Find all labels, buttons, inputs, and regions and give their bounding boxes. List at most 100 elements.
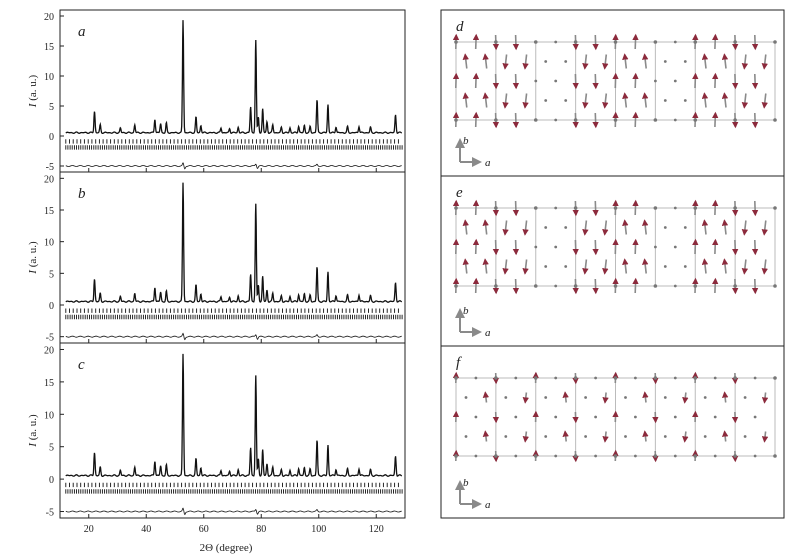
y-tick-label: 5 <box>49 102 54 113</box>
spin-arrow <box>682 431 689 443</box>
spin-arrow <box>572 73 579 90</box>
atom-site <box>514 415 518 419</box>
spin-arrow <box>592 34 599 51</box>
panel-frame <box>440 9 785 177</box>
atom-site <box>733 118 737 122</box>
spin-arrow <box>701 219 709 235</box>
spin-arrow <box>512 239 520 256</box>
spin-arrow <box>602 431 609 443</box>
spin-arrow <box>592 278 599 295</box>
spin-arrow <box>751 73 759 90</box>
atom-site <box>613 118 618 122</box>
y-tick-label: 0 <box>49 301 54 312</box>
atom-site <box>533 376 538 380</box>
atom-site <box>554 79 558 83</box>
spin-arrow <box>642 92 649 108</box>
atom-site <box>554 415 558 419</box>
spin-arrow <box>522 431 529 443</box>
atom-site <box>554 118 558 122</box>
spin-arrow <box>642 258 649 274</box>
spin-arrow <box>721 391 729 403</box>
atom-site <box>743 435 747 438</box>
atom-site <box>703 396 707 399</box>
spin-arrow <box>522 220 529 236</box>
spin-arrow <box>502 93 509 109</box>
atom-site <box>673 376 677 380</box>
atom-site <box>544 265 548 268</box>
y-tick-label: 20 <box>44 12 54 23</box>
atom-site <box>533 454 538 458</box>
spin-arrow <box>602 54 609 70</box>
spin-arrow <box>502 220 509 236</box>
x-tick-label: 20 <box>84 524 94 535</box>
x-tick-label: 120 <box>369 524 384 535</box>
x-tick-label: 80 <box>256 524 266 535</box>
spin-arrow <box>522 93 529 109</box>
atom-site <box>494 454 498 458</box>
x-tick-label: 40 <box>141 524 151 535</box>
y-axis-label-symbol: I <box>27 269 39 275</box>
atom-site <box>683 60 687 63</box>
diffraction-panel-a: -5 0 5 10 15 20 I (a. u.) a <box>27 9 406 173</box>
b-axis-label: b <box>463 135 469 147</box>
spin-arrow <box>751 278 759 295</box>
atom-site <box>653 118 658 122</box>
y-tick-label: -5 <box>46 333 54 344</box>
atom-site <box>454 206 458 210</box>
atom-site <box>454 454 458 458</box>
atom-site <box>773 40 777 44</box>
atom-site <box>514 454 518 458</box>
spin-arrow <box>712 111 719 128</box>
spin-arrow <box>572 239 579 256</box>
structure-panel-d: d b a <box>440 9 785 177</box>
spin-arrow <box>642 219 649 235</box>
spin-arrow <box>512 73 520 90</box>
spin-arrow <box>592 200 599 217</box>
x-axis-label: 2Θ (degree) <box>200 542 253 554</box>
spin-arrow <box>462 92 469 108</box>
atom-site <box>474 376 478 380</box>
atom-site <box>693 454 698 458</box>
spin-arrow <box>482 430 490 442</box>
spin-arrow <box>462 219 469 235</box>
atom-site <box>673 118 677 122</box>
atom-site <box>454 118 458 122</box>
spin-arrow <box>721 53 729 69</box>
spin-arrow <box>512 112 520 129</box>
diffraction-panel-b: -5 0 5 10 15 20 I (a. u.) b <box>27 171 406 344</box>
atom-site <box>733 376 737 380</box>
atom-site <box>594 454 597 458</box>
spin-arrow <box>642 391 649 403</box>
atom-site <box>573 376 578 380</box>
spin-arrow <box>492 239 500 256</box>
atom-site <box>693 118 698 122</box>
atom-site <box>534 79 538 83</box>
spin-arrow <box>632 33 639 50</box>
atom-site <box>613 284 618 288</box>
spin-arrow <box>751 200 759 217</box>
atom-site <box>494 284 498 288</box>
spin-arrow <box>502 259 509 275</box>
atom-site <box>613 376 618 380</box>
spin-arrow <box>592 239 599 256</box>
atom-site <box>634 454 637 458</box>
reflection-ticks <box>65 139 399 144</box>
atom-site <box>693 206 698 210</box>
atom-site <box>673 40 677 44</box>
diffraction-panel-c: -5 0 5 10 15 20 20 40 60 80 100 120 I (a. u.) c <box>27 342 406 535</box>
spin-arrow <box>472 72 480 89</box>
atom-site <box>733 40 737 44</box>
atom-site <box>613 206 618 210</box>
spin-arrow <box>701 258 709 274</box>
spin-arrow <box>682 392 689 404</box>
atom-site <box>474 415 478 419</box>
atom-site <box>733 284 737 288</box>
atom-site <box>564 226 568 229</box>
atom-site <box>653 206 658 210</box>
atom-site <box>504 396 508 399</box>
atom-site <box>533 206 538 210</box>
atom-site <box>594 376 597 380</box>
atom-site <box>544 226 548 229</box>
y-tick-label: 20 <box>44 345 54 356</box>
